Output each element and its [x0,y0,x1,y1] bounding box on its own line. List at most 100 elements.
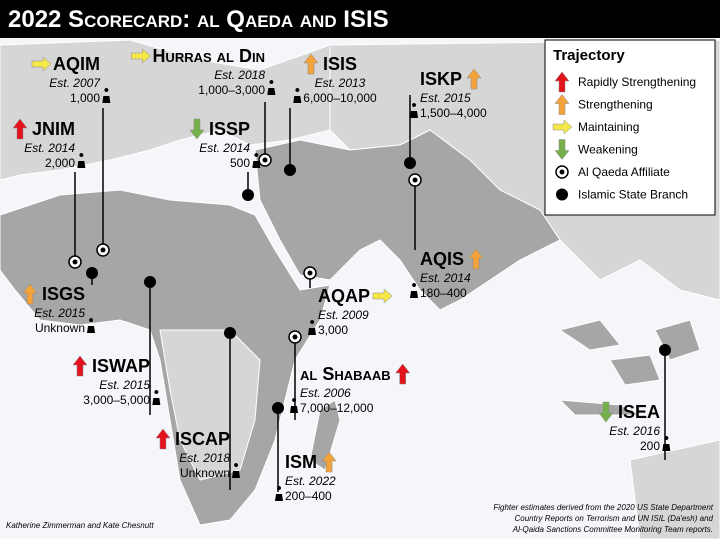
al-qaeda-marker-center [100,247,106,253]
trajectory-arrow [22,283,38,305]
group-name: ISSP [209,119,250,139]
fighter-icon [87,318,95,333]
title: 2022 Scorecard: al Qaeda and ISIS [8,6,389,33]
fighters: 200–400 [285,489,332,503]
europe [0,39,331,181]
established: Est. 2013 [315,76,366,90]
fighter-icon [293,88,302,103]
fighter-icon [662,436,671,451]
established: Est. 2014 [199,141,250,155]
islamic-state-marker [659,344,671,356]
fighter-icon [275,486,283,501]
trajectory-arrow [395,363,411,385]
al-qaeda-marker-center [262,157,268,163]
established: Est. 2018 [214,68,265,82]
trajectory-arrow [554,94,570,115]
established: Est. 2022 [285,474,336,488]
al-qaeda-marker-center [292,334,298,340]
madagascar [309,399,341,471]
trajectory-arrow [303,53,319,75]
fighters: 180–400 [420,286,467,300]
group-name: ISIS [323,54,357,74]
fighter-icon [410,103,418,118]
trajectory-arrow [155,428,171,450]
legend-label: Al Qaeda Affiliate [578,165,670,179]
legend-box [544,39,716,216]
fighters: Unknown [35,321,85,335]
legend-label: Islamic State Branch [578,188,688,202]
trajectory-arrow [466,68,482,90]
trajectory-arrow [131,48,151,64]
established: Est. 2009 [318,308,369,322]
group-name: AQAP [318,286,370,306]
source-line: Country Reports on Terrorism and UN ISIL… [514,514,713,523]
trajectory-arrow [598,401,614,423]
established: Est. 2016 [609,424,660,438]
labels: Rapidly Strengthening Strengthening Mainta… [12,46,696,503]
legend-title: Trajectory [553,47,625,64]
trajectory-arrow [372,288,393,304]
al-qaeda-marker-center [72,259,78,265]
group-name: AQIS [420,249,464,269]
fighter-icon [290,398,298,413]
al-qaeda-marker-center [307,270,313,276]
fighters: 500 [230,156,250,170]
group-name: ISCAP [175,429,230,449]
trajectory-arrow [72,355,88,377]
group-name: ISEA [618,402,660,422]
australia [629,439,720,539]
fighters: 7,000–12,000 [300,401,374,415]
fighters: 3,000–5,000 [83,393,150,407]
legend-label: Strengthening [578,98,653,112]
fighter-icon [410,283,418,298]
group-name: al Shabaab [300,364,391,384]
group-name: ISGS [42,284,85,304]
trajectory-arrow [189,118,205,140]
fighter-icon [232,463,240,478]
trajectory-arrow [554,139,570,160]
fighters: 3,000 [318,323,348,337]
legend-label: Maintaining [578,120,639,134]
fighters: 1,000 [70,91,100,105]
title-bar [0,0,720,38]
fighter-icon [308,320,316,335]
fighters: 6,000–10,000 [303,91,377,105]
al-qaeda-marker-center [412,177,418,183]
islamic-state-marker [284,164,296,176]
southern-africa [159,329,261,481]
authors: Katherine Zimmerman and Kate Chesnutt [6,521,154,530]
source-line: Al-Qaida Sanctions Committee Monitoring … [512,525,713,534]
group-name: AQIM [53,54,100,74]
islamic-state-marker [86,267,98,279]
group-name: ISM [285,452,317,472]
islamic-state-marker [144,276,156,288]
established: Est. 2014 [420,271,471,285]
islamic-state-marker [242,189,254,201]
fighter-icon [102,88,111,103]
islamic-state-marker [224,327,236,339]
established: Est. 2018 [179,451,230,465]
established: Est. 2015 [34,306,85,320]
islamic-state-marker [404,157,416,169]
trajectory-arrow [12,118,28,140]
fighters: 1,000–3,000 [198,83,265,97]
group-name: Hurras al Din [152,46,265,66]
established: Est. 2015 [420,91,471,105]
fighter-icon [152,390,161,405]
legend-label: Rapidly Strengthening [578,75,696,89]
fighter-icon [267,80,276,95]
trajectory-arrow [552,119,573,135]
established: Est. 2014 [24,141,75,155]
established: Est. 2006 [300,386,351,400]
group-name: ISKP [420,69,462,89]
fighters: 2,000 [45,156,75,170]
trajectory-arrow [468,248,484,270]
source-line: Fighter estimates derived from the 2020 … [493,503,713,512]
fighter-icon [77,153,86,168]
trajectory-arrow [31,56,52,72]
fighters: Unknown [180,466,230,480]
fighters: 1,500–4,000 [420,106,487,120]
islamic-state-marker [272,402,284,414]
fighter-icon [252,153,261,168]
